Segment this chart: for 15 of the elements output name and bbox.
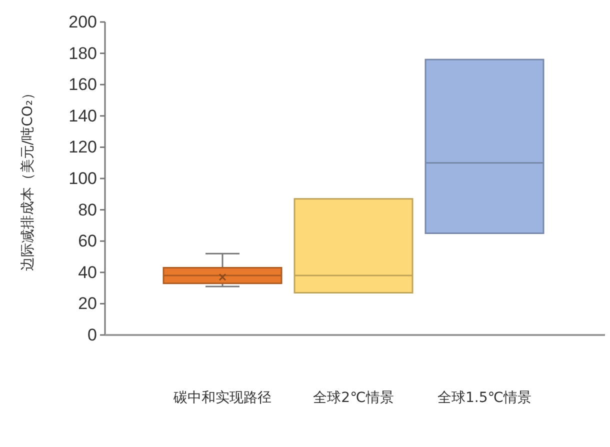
y-tick-label: 180 — [68, 44, 97, 63]
y-tick-label: 100 — [68, 169, 97, 188]
y-tick-label: 120 — [68, 138, 97, 157]
y-tick-label: 20 — [78, 294, 97, 314]
x-tick-label: 全球1.5℃情景 — [438, 390, 532, 406]
y-tick-label: 160 — [68, 75, 97, 94]
y-tick-label: 80 — [78, 200, 97, 220]
y-axis-title: 边际减排成本（美元/吨CO₂） — [20, 86, 36, 272]
y-tick-label: 0 — [88, 326, 97, 344]
x-tick-label: 碳中和实现路径 — [172, 390, 272, 406]
y-tick-label: 200 — [68, 12, 97, 32]
y-tick-label: 60 — [78, 232, 97, 251]
y-tick-label: 140 — [68, 106, 97, 126]
y-tick-label: 40 — [78, 262, 97, 282]
x-tick-label: 全球2℃情景 — [313, 390, 394, 406]
